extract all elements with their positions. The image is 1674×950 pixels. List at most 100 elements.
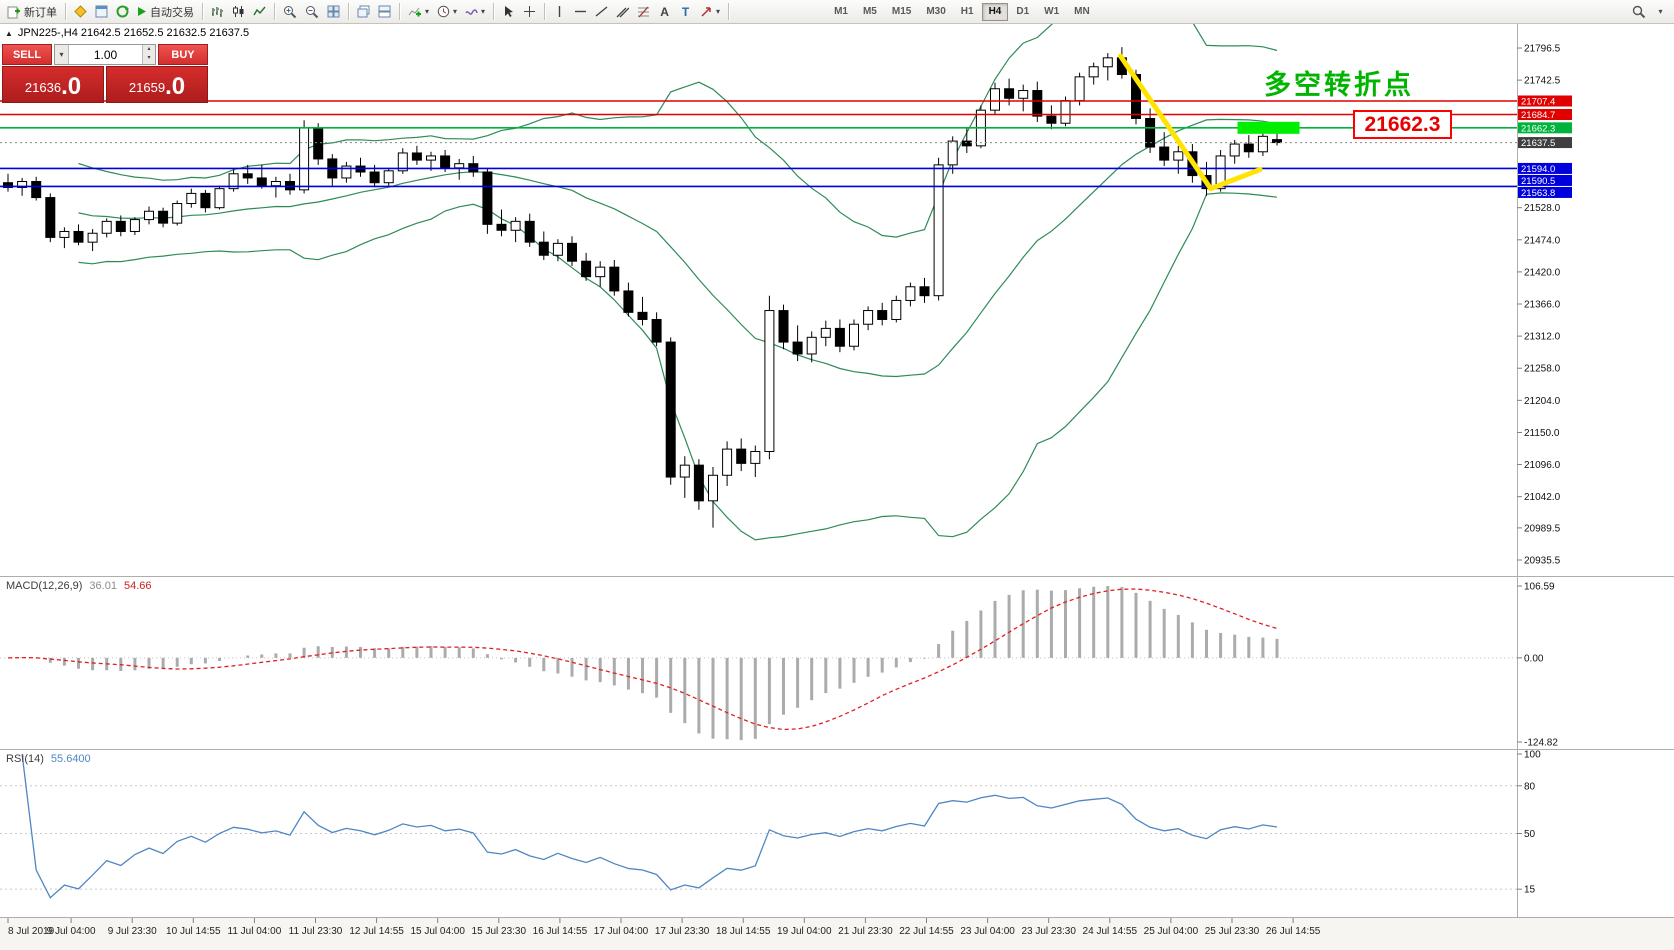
search-button[interactable]: [1628, 2, 1650, 22]
chevron-down-icon: ▾: [1658, 6, 1663, 16]
timeframe-h4[interactable]: H4: [981, 2, 1009, 21]
timeframe-m1[interactable]: M1: [834, 6, 848, 17]
spinner-up-icon[interactable]: ▴: [147, 46, 151, 52]
market-watch-button[interactable]: [91, 2, 112, 22]
toolbar-separator: [202, 3, 203, 20]
candlestick-chart-button[interactable]: [228, 2, 249, 22]
buy-price-button[interactable]: 21659.0: [106, 66, 208, 103]
svg-text:21563.8: 21563.8: [1521, 188, 1555, 199]
cursor-button[interactable]: [498, 2, 519, 22]
channel-button[interactable]: [612, 2, 633, 22]
svg-text:106.59: 106.59: [1524, 582, 1555, 593]
buy-button[interactable]: BUY: [158, 44, 208, 65]
svg-text:9 Jul 23:30: 9 Jul 23:30: [108, 926, 157, 937]
crosshair-button[interactable]: [519, 2, 540, 22]
arrows-button[interactable]: ▾: [696, 2, 724, 22]
vertical-line-button[interactable]: [549, 2, 570, 22]
rsi-name: RSI(14): [6, 753, 44, 765]
indicators-button[interactable]: ▾: [404, 2, 433, 22]
new-order-button[interactable]: 新订单: [3, 2, 61, 22]
svg-text:21637.5: 21637.5: [1521, 138, 1555, 149]
cascade-windows-icon: [357, 5, 370, 18]
spinner-down-icon[interactable]: ▾: [147, 55, 151, 61]
timeframe-m5[interactable]: M5: [862, 6, 877, 17]
horizontal-line-button[interactable]: [570, 2, 591, 22]
macd-name: MACD(12,26,9): [6, 580, 83, 592]
svg-text:20989.5: 20989.5: [1524, 523, 1561, 534]
chart-background: [0, 24, 1674, 950]
price-tags: 21707.4 21684.7 21662.3 21637.5 21594.021590…: [1518, 95, 1572, 199]
timeframe-m30[interactable]: M30: [926, 6, 946, 17]
svg-text:21707.4: 21707.4: [1521, 97, 1555, 108]
svg-text:0.00: 0.00: [1524, 653, 1544, 664]
arrows-icon: [700, 5, 713, 18]
time-axis-background: [0, 918, 1674, 950]
line-chart-button[interactable]: [249, 2, 270, 22]
sell-price-button[interactable]: 21636.0: [2, 66, 104, 103]
trendline-button[interactable]: [591, 2, 612, 22]
volume-dropdown-icon[interactable]: ▾: [55, 45, 69, 64]
fibonacci-button[interactable]: [633, 2, 654, 22]
svg-text:100: 100: [1524, 750, 1541, 761]
volume-input[interactable]: 1.00: [93, 47, 118, 62]
tile-windows-button[interactable]: [323, 2, 344, 22]
metaeditor-button[interactable]: [70, 2, 91, 22]
svg-text:80: 80: [1524, 781, 1536, 792]
svg-text:21796.5: 21796.5: [1524, 44, 1561, 55]
svg-text:11 Jul 23:30: 11 Jul 23:30: [289, 926, 343, 937]
svg-text:21742.5: 21742.5: [1524, 76, 1561, 87]
macd-main-value: 36.01: [89, 580, 117, 592]
autotrading-button[interactable]: 自动交易: [133, 2, 198, 22]
green-highlight-zone[interactable]: [1237, 121, 1300, 134]
timeframe-m15[interactable]: M15: [891, 6, 912, 17]
zoom-out-button[interactable]: [301, 2, 323, 22]
yellow-trend-annotation[interactable]: [1118, 53, 1263, 192]
svg-text:21042.0: 21042.0: [1524, 492, 1561, 503]
timeframe-d1[interactable]: D1: [1016, 6, 1030, 17]
sell-button[interactable]: SELL: [2, 44, 52, 65]
toolbar: 新订单 自动交易 ▾ ▾ ▾ A T ▾: [0, 0, 1674, 24]
svg-text:26 Jul 14:55: 26 Jul 14:55: [1266, 926, 1321, 937]
svg-text:-124.82: -124.82: [1524, 738, 1558, 749]
text-button[interactable]: A: [654, 2, 675, 22]
templates-button[interactable]: ▾: [461, 2, 489, 22]
macd-signal-line: [7, 588, 1278, 731]
arrange-windows-button[interactable]: [374, 2, 395, 22]
horizontal-line-icon: [574, 6, 587, 17]
label-button[interactable]: T: [675, 2, 696, 22]
svg-text:21590.5: 21590.5: [1521, 176, 1555, 187]
svg-text:25 Jul 04:00: 25 Jul 04:00: [1144, 926, 1199, 937]
svg-text:21594.0: 21594.0: [1521, 164, 1555, 175]
navigator-button[interactable]: [112, 2, 133, 22]
bar-chart-button[interactable]: [207, 2, 228, 22]
timeframe-w1[interactable]: W1: [1044, 6, 1060, 17]
one-click-collapse-arrow[interactable]: ▲: [5, 28, 13, 38]
svg-text:15 Jul 23:30: 15 Jul 23:30: [472, 926, 527, 937]
bar-chart-icon: [211, 5, 224, 18]
line-chart-icon: [253, 5, 266, 18]
templates-icon: [465, 5, 478, 18]
periods-button[interactable]: ▾: [433, 2, 461, 22]
toolbar-overflow-button[interactable]: ▾: [1650, 2, 1671, 22]
cascade-windows-button[interactable]: [353, 2, 374, 22]
toolbar-separator: [493, 3, 495, 20]
macd-signal-value: 54.66: [123, 580, 152, 592]
timeframe-mn[interactable]: MN: [1074, 6, 1090, 17]
svg-text:12 Jul 14:55: 12 Jul 14:55: [349, 926, 404, 937]
svg-text:19 Jul 04:00: 19 Jul 04:00: [777, 926, 832, 937]
fibonacci-icon: [637, 5, 650, 18]
svg-text:20935.5: 20935.5: [1524, 556, 1561, 567]
zoom-in-button[interactable]: [279, 2, 301, 22]
tile-windows-icon: [327, 5, 340, 18]
volume-spinner[interactable]: ▴ ▾: [142, 45, 155, 64]
timeframe-h1[interactable]: H1: [960, 6, 974, 17]
svg-text:15: 15: [1524, 885, 1536, 896]
svg-text:21474.0: 21474.0: [1524, 235, 1561, 246]
turning-point-annotation: 多空转折点: [1264, 70, 1414, 100]
svg-text:21204.0: 21204.0: [1524, 396, 1561, 407]
svg-text:16 Jul 14:55: 16 Jul 14:55: [533, 926, 588, 937]
symbol-ohlc-line: ▲ JPN225-,H4 21642.5 21652.5 21632.5 216…: [5, 27, 249, 39]
svg-text:10 Jul 14:55: 10 Jul 14:55: [166, 926, 221, 937]
channel-icon: [616, 5, 630, 18]
